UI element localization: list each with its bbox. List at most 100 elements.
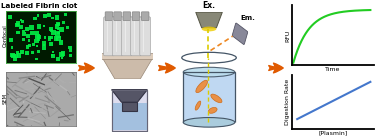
FancyBboxPatch shape (114, 12, 121, 21)
Point (36, 36, 42, 38)
Point (53, 38, 59, 40)
Point (9, 46, 15, 48)
Point (10, 54, 16, 56)
Point (14, 51, 20, 54)
Point (13, 55, 19, 57)
Point (34, 36, 40, 38)
Point (25, 46, 31, 48)
Point (20, 30, 26, 32)
Point (55, 23, 61, 25)
Point (46, 38, 53, 40)
FancyBboxPatch shape (112, 17, 123, 56)
Point (31, 44, 37, 46)
Y-axis label: RFU: RFU (285, 29, 290, 41)
Point (41, 47, 47, 49)
Point (19, 51, 25, 53)
Point (36, 51, 42, 53)
Point (6, 16, 12, 18)
FancyBboxPatch shape (102, 54, 153, 59)
FancyBboxPatch shape (141, 12, 149, 21)
Point (50, 51, 56, 53)
Polygon shape (121, 102, 137, 111)
Point (24, 52, 30, 54)
Point (16, 54, 22, 57)
Point (34, 45, 40, 47)
FancyBboxPatch shape (121, 17, 132, 56)
Point (49, 54, 55, 56)
Point (55, 58, 61, 60)
Point (8, 38, 14, 41)
Point (59, 29, 65, 31)
Ellipse shape (208, 107, 217, 113)
Point (46, 37, 52, 39)
FancyBboxPatch shape (105, 12, 113, 21)
Point (57, 36, 63, 38)
Point (41, 25, 47, 27)
Point (60, 21, 66, 23)
Text: Labeled Fibrin clot: Labeled Fibrin clot (1, 3, 77, 9)
Point (36, 38, 42, 40)
Point (24, 28, 30, 30)
Point (19, 26, 25, 28)
Point (46, 14, 52, 16)
Point (34, 58, 40, 60)
FancyBboxPatch shape (232, 23, 248, 44)
Point (12, 58, 18, 60)
Point (29, 52, 36, 54)
FancyBboxPatch shape (132, 12, 140, 21)
Point (60, 52, 66, 55)
Point (18, 19, 24, 21)
Point (29, 32, 36, 34)
Point (32, 17, 38, 19)
Y-axis label: Digestion Rate: Digestion Rate (285, 79, 290, 125)
Point (50, 55, 56, 57)
X-axis label: Time: Time (325, 67, 341, 72)
Point (21, 33, 27, 35)
Text: Em.: Em. (240, 15, 255, 21)
Point (42, 15, 48, 17)
Point (48, 36, 54, 38)
Point (10, 55, 16, 57)
Point (41, 42, 47, 44)
Point (56, 23, 62, 25)
FancyBboxPatch shape (112, 90, 147, 131)
Point (51, 31, 57, 34)
Point (62, 14, 68, 16)
Point (55, 28, 61, 30)
Point (48, 43, 54, 45)
Point (58, 53, 64, 56)
Point (15, 32, 21, 34)
Point (67, 47, 73, 49)
Point (68, 55, 74, 57)
Point (26, 45, 33, 47)
FancyBboxPatch shape (131, 17, 141, 56)
Point (56, 32, 62, 34)
Point (28, 26, 34, 29)
Point (25, 35, 31, 37)
Point (67, 50, 73, 52)
Point (49, 17, 55, 19)
Ellipse shape (183, 67, 235, 77)
Point (20, 39, 26, 41)
Point (34, 32, 40, 34)
Point (54, 17, 60, 19)
Point (26, 40, 32, 42)
Point (48, 30, 54, 32)
Ellipse shape (196, 80, 208, 93)
Ellipse shape (183, 118, 235, 127)
Polygon shape (112, 90, 147, 102)
Text: SEM: SEM (3, 92, 8, 103)
Point (65, 27, 71, 29)
Point (54, 32, 60, 34)
Ellipse shape (202, 27, 216, 31)
Point (41, 44, 47, 46)
Point (48, 28, 54, 30)
Text: Ex.: Ex. (203, 1, 215, 10)
Point (54, 25, 60, 27)
Polygon shape (183, 72, 235, 122)
Point (35, 14, 41, 16)
Point (20, 20, 26, 23)
Point (36, 25, 42, 28)
Polygon shape (112, 103, 147, 130)
FancyBboxPatch shape (104, 17, 114, 56)
